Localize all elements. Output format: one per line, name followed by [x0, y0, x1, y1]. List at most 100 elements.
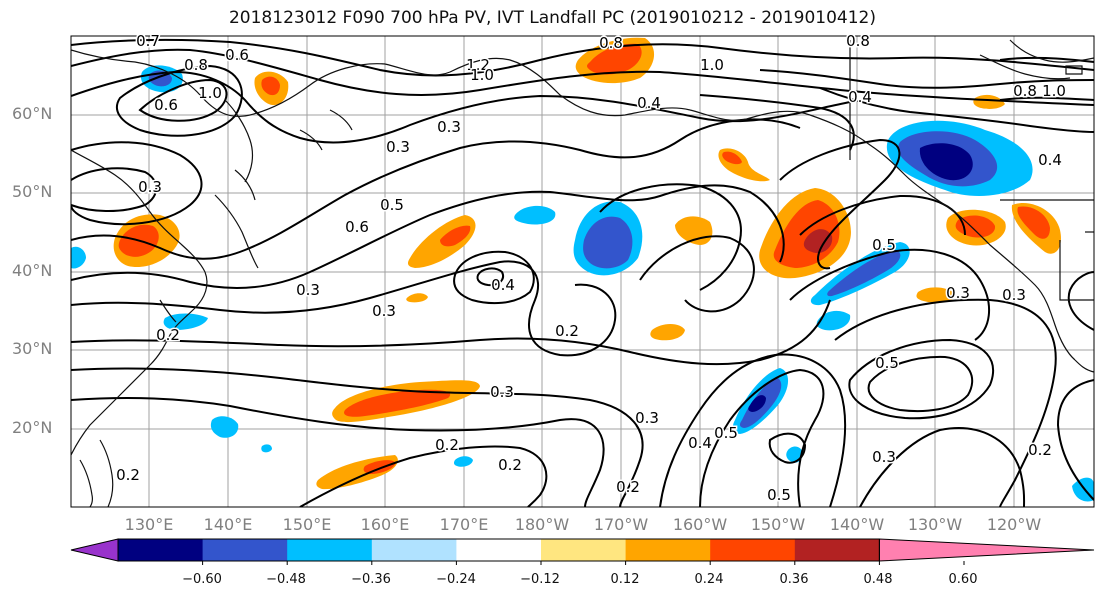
colorbar-tick-label: −0.48	[266, 572, 306, 587]
contour-lines	[71, 38, 1094, 507]
contour-line	[71, 184, 785, 289]
lon-label: 150°E	[282, 515, 332, 534]
contour-label: 0.6	[345, 218, 369, 236]
lon-label: 130°W	[907, 515, 963, 534]
contour-label: 1.0	[470, 66, 494, 84]
lat-label: 30°N	[12, 339, 53, 358]
contour-label: 0.7	[136, 32, 160, 50]
contour-label: 0.3	[296, 281, 320, 299]
colorbar-swatch	[541, 539, 627, 561]
contour-line	[789, 248, 991, 341]
colorbar-swatch	[371, 539, 457, 561]
pv-fill-patch	[406, 293, 428, 303]
pv-fill-patch	[210, 416, 239, 438]
contour-label-group: 0.70.80.61.00.60.81.21.00.81.00.80.4 0.40…	[115, 31, 1068, 506]
lon-label: 160°E	[360, 515, 410, 534]
contour-label: 1.0	[198, 84, 222, 102]
coastline	[1065, 65, 1083, 75]
contour-label: 0.3	[872, 448, 896, 466]
coastline	[79, 459, 93, 507]
pv-fill-patch	[650, 324, 685, 341]
contour-line	[71, 48, 1094, 106]
pv-fill-patch	[827, 250, 901, 297]
contour-label: 0.5	[714, 424, 738, 442]
lon-label: 140°W	[829, 515, 885, 534]
contour-line	[71, 260, 617, 357]
lon-label: 140°E	[203, 515, 253, 534]
colorbar-extend-left	[70, 538, 119, 562]
pv-fill-patch	[514, 205, 556, 225]
lon-label: 130°E	[124, 515, 174, 534]
coastline	[159, 299, 177, 323]
contour-label: 0.4	[848, 88, 872, 106]
coastline	[329, 109, 353, 131]
contour-line	[599, 183, 742, 291]
contour-label: 0.3	[138, 178, 162, 196]
contour-line	[779, 138, 901, 270]
map-frame	[70, 35, 1095, 508]
contour-label: 0.2	[1028, 441, 1052, 459]
colorbar-tick-label: −0.36	[351, 572, 391, 587]
coastline	[234, 169, 256, 201]
coastline	[71, 149, 206, 273]
contour-line	[71, 367, 644, 507]
colorbar-swatch	[202, 539, 288, 561]
contour-line	[848, 338, 995, 420]
colorbar-swatch	[710, 539, 796, 561]
contour-line	[71, 118, 801, 260]
contour-line	[71, 167, 158, 213]
lon-label: 120°W	[986, 515, 1042, 534]
coastline	[224, 99, 254, 183]
pv-fill-patch	[163, 313, 208, 330]
pv-fill-patch	[973, 94, 1005, 109]
contour-line	[867, 355, 974, 413]
pv-fill-patch	[261, 444, 272, 453]
colorbar-tick-label: 0.48	[863, 572, 893, 587]
contour-label: 0.4	[637, 94, 661, 112]
contour-label: 0.2	[156, 326, 180, 344]
colorbar-swatch	[287, 539, 373, 561]
contour-line	[768, 432, 807, 464]
coastline	[71, 364, 151, 456]
pv-fill-patch	[440, 225, 471, 247]
contour-label: 0.6	[225, 46, 249, 64]
pv-fill-patches	[71, 37, 1094, 502]
pv-fill-patch	[344, 389, 451, 417]
pv-fill-patch	[816, 310, 851, 331]
contour-line	[859, 427, 1026, 507]
contour-label: 0.8	[1013, 82, 1037, 100]
pv-fill-patch	[916, 287, 956, 303]
coastline	[214, 194, 259, 269]
lon-label: 160°W	[672, 515, 728, 534]
lon-label: 170°E	[439, 515, 489, 534]
contour-label: 0.2	[116, 466, 140, 484]
lat-label: 20°N	[12, 418, 53, 437]
contour-label: 0.3	[490, 383, 514, 401]
coastlines	[71, 39, 1094, 507]
pv-fill-patch	[261, 76, 280, 96]
contour-line	[71, 70, 851, 144]
coastline	[1009, 39, 1094, 63]
contour-line	[834, 298, 1057, 507]
colorbar-swatch	[625, 539, 711, 561]
pv-fill-patch	[71, 246, 86, 269]
contour-label: 0.4	[688, 434, 712, 452]
contour-label: 0.5	[767, 486, 791, 504]
contour-line	[71, 141, 203, 226]
coastline	[299, 129, 323, 151]
pv-fill-patch	[363, 460, 396, 474]
pv-fill-patch	[1072, 477, 1094, 502]
contour-line	[699, 368, 825, 507]
contour-line	[819, 87, 1094, 133]
contour-line	[1067, 271, 1094, 331]
contour-line	[999, 96, 1094, 101]
contour-label: 0.8	[184, 56, 208, 74]
contour-label: 0.6	[154, 96, 178, 114]
contour-line	[1056, 379, 1094, 501]
contour-line	[71, 38, 1094, 77]
lat-label: 60°N	[12, 104, 53, 123]
lon-label: 170°W	[593, 515, 649, 534]
colorbar	[70, 538, 1095, 565]
contour-label: 1.2	[466, 56, 490, 74]
